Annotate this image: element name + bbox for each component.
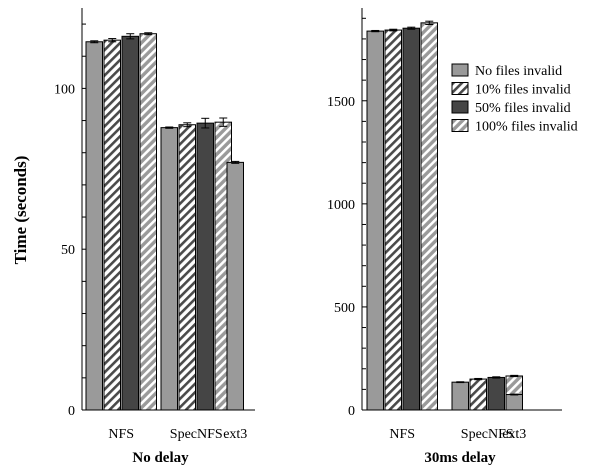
bar-nfs-no-invalid [85,41,103,411]
x-category-label: ext3 [502,427,526,442]
x-category-label: SpecNFS [461,427,514,442]
legend-swatch-no-invalid [451,63,469,77]
bar-nfs-50pct-invalid [121,35,139,411]
y-tick-label: 1500 [327,95,355,110]
x-category-label: NFS [389,427,415,442]
bar-specnfs-50pct-invalid [196,122,214,411]
legend-label-no-invalid: No files invalid [475,64,562,79]
legend-label-100pct-invalid: 100% files invalid [475,120,578,135]
x-axis-label: 30ms delay [424,450,496,466]
x-axis-label: No delay [132,450,189,466]
bar-specnfs-no-invalid [451,381,469,411]
bar-ext3-no-invalid [226,161,244,411]
legend: No files invalid 10% files invalid 50% fil… [451,63,578,135]
bar-nfs-50pct-invalid [402,27,420,411]
y-tick-label: 50 [61,243,75,258]
legend-swatch-10pct-invalid [451,82,469,95]
bar-nfs-10pct-invalid [103,39,121,411]
bar-nfs-100pct-invalid [139,33,157,411]
y-axis-label: Time (seconds) [11,156,30,265]
bar-nfs-no-invalid [366,30,384,411]
bar-nfs-10pct-invalid [384,29,402,411]
y-tick-label: 500 [334,301,355,316]
bar-nfs-100pct-invalid [420,22,438,411]
bar-ext3-no-invalid [505,394,523,411]
x-category-label: ext3 [223,427,247,442]
bar-specnfs-no-invalid [160,127,178,411]
y-tick-label: 1000 [327,198,355,213]
legend-label-50pct-invalid: 50% files invalid [475,101,571,116]
bar-specnfs-50pct-invalid [487,376,505,411]
x-category-label: NFS [108,427,134,442]
bar-specnfs-10pct-invalid [469,378,487,411]
legend-swatch-50pct-invalid [451,100,469,114]
y-tick-label: 0 [348,404,355,419]
x-category-label: SpecNFS [170,427,223,442]
y-tick-label: 0 [68,404,75,419]
y-tick-label: 100 [54,82,75,97]
legend-swatch-100pct-invalid [451,119,469,132]
bar-specnfs-10pct-invalid [178,124,196,411]
legend-label-10pct-invalid: 10% files invalid [475,83,571,98]
panel-no-delay: 0 50 100 NFS SpecNFS ext3 No delay [54,8,255,466]
